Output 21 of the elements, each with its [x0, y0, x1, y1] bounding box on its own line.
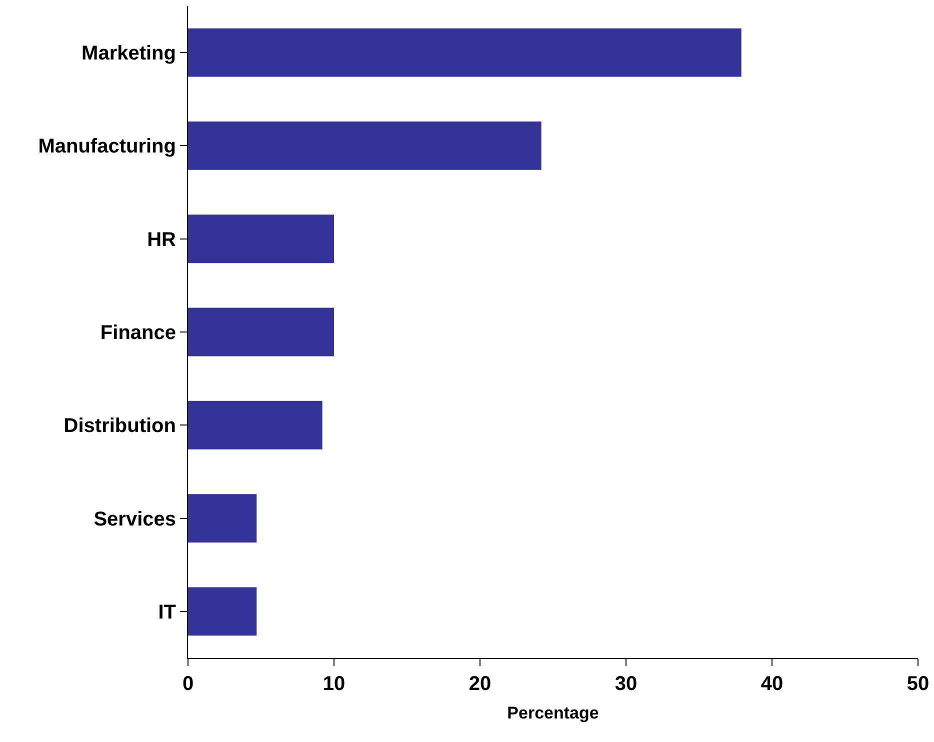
bar [188, 400, 322, 450]
bar [188, 122, 542, 170]
y-tick-label: HR [147, 228, 177, 251]
bar [188, 587, 257, 636]
x-axis-title: Percentage [507, 703, 599, 722]
bar [188, 308, 334, 356]
y-tick-label: Marketing [82, 42, 176, 65]
y-tick-label: Distribution [64, 415, 176, 438]
bar [188, 214, 334, 264]
bar [188, 494, 257, 542]
y-tick-label: Manufacturing [38, 136, 176, 158]
y-tick-label: Finance [100, 322, 176, 344]
x-tick-label: 40 [760, 673, 784, 695]
x-tick-label: 30 [614, 673, 638, 695]
y-tick-label: IT [158, 601, 176, 624]
bar [188, 28, 742, 77]
x-tick-label: 10 [322, 673, 346, 695]
x-tick-label: 20 [468, 673, 492, 695]
x-tick-label: 0 [182, 673, 194, 695]
y-tick-label: Services [94, 508, 176, 530]
x-tick-label: 50 [906, 673, 930, 695]
